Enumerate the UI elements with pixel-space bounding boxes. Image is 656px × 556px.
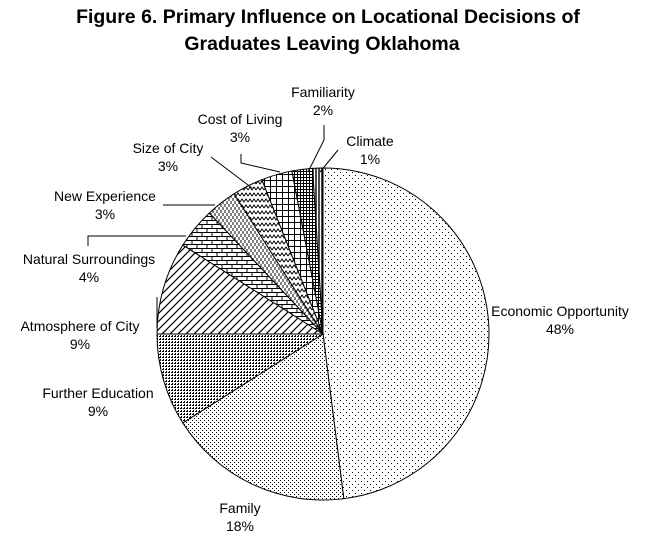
slice-percent-label: 48% <box>546 321 574 337</box>
slice-category-label: Further Education <box>42 385 153 401</box>
slice-percent-label: 1% <box>360 151 380 167</box>
slice-percent-label: 9% <box>70 336 90 352</box>
slice-percent-label: 9% <box>88 403 108 419</box>
leader-line <box>240 154 281 173</box>
slice-category-label: Climate <box>346 133 394 149</box>
leader-line <box>87 235 186 246</box>
pie-slice-economic-opportunity <box>322 167 490 500</box>
slice-category-label: Size of City <box>133 140 204 156</box>
leader-line <box>210 156 253 189</box>
slice-category-label: Natural Surroundings <box>23 251 155 267</box>
slice-percent-label: 18% <box>226 518 254 534</box>
pie-slices <box>156 167 490 501</box>
slice-category-label: Atmosphere of City <box>20 318 139 334</box>
slice-category-label: Familiarity <box>291 84 355 100</box>
leader-line <box>307 125 325 173</box>
slice-percent-label: 3% <box>95 206 115 222</box>
pie-slice-family <box>182 333 345 501</box>
slice-category-label: New Experience <box>54 188 156 204</box>
chart-title-line-1: Figure 6. Primary Influence on Locationa… <box>76 6 580 28</box>
slice-percent-label: 4% <box>79 269 99 285</box>
slice-category-label: Family <box>219 500 260 516</box>
pie-labels: Economic Opportunity 48% Family 18% Further … <box>20 84 628 534</box>
slice-percent-label: 2% <box>313 102 333 118</box>
pie-slice-further-education <box>156 333 325 424</box>
pie-leader-lines <box>87 125 339 328</box>
slice-percent-label: 3% <box>158 158 178 174</box>
pie-slice-atmosphere-of-city <box>156 244 325 335</box>
slice-percent-label: 3% <box>230 129 250 145</box>
slice-category-label: Cost of Living <box>198 111 283 127</box>
leader-line <box>319 149 339 173</box>
chart-title-line-2: Graduates Leaving Oklahoma <box>184 33 459 55</box>
slice-category-label: Economic Opportunity <box>491 303 629 319</box>
